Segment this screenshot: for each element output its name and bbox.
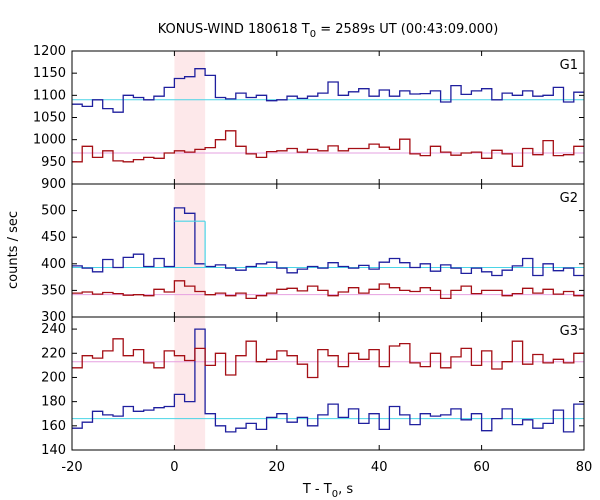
panel-g2-y-tick-label: 400	[41, 257, 66, 272]
panel-g3-y-tick-label: 180	[41, 395, 66, 410]
panel-g3-y-tick-label: 240	[41, 322, 66, 337]
panel-g1-y-tick-label: 1100	[33, 88, 66, 103]
x-tick-label: -20	[61, 460, 82, 475]
x-axis-label-main: T - T	[302, 482, 332, 497]
panel-g2-series-blue	[72, 207, 584, 277]
panel-g2-y-tick-label: 350	[41, 283, 66, 298]
panel-g1-y-tick-label: 900	[41, 177, 66, 192]
panel-g2-label: G2	[560, 191, 578, 206]
x-tick-label: 60	[473, 460, 490, 475]
chart-title: KONUS-WIND 180618 T0 = 2589s UT (00:43:0…	[158, 22, 499, 40]
panel-g1-y-tick-label: 1000	[33, 133, 66, 148]
panel-g1-series-red	[72, 130, 584, 167]
panel-g3-y-tick-label: 200	[41, 370, 66, 385]
y-axis-label: counts / sec	[6, 211, 21, 289]
panel-g1-series-blue	[72, 68, 584, 113]
trigger-highlight-band	[174, 51, 206, 450]
panel-g2-y-tick-label: 450	[41, 230, 66, 245]
panel-g1-frame	[71, 50, 585, 185]
panel-g3-series-blue	[72, 328, 584, 433]
x-axis-label-rest: , s	[338, 482, 353, 497]
chart-title-subscript: 0	[310, 29, 316, 40]
panel-g1-y-tick-label: 1050	[33, 111, 66, 126]
x-axis-label-subscript: 0	[332, 489, 338, 500]
panel-g2-frame	[71, 183, 585, 318]
panel-g3-y-tick-label: 140	[41, 443, 66, 458]
panel-g2-series-red	[72, 280, 584, 300]
chart-title-rest: = 2589s UT (00:43:09.000)	[316, 22, 498, 37]
x-tick-label: 80	[576, 460, 593, 475]
panel-g1-y-tick-label: 1150	[33, 66, 66, 81]
panel-g1-label: G1	[560, 58, 578, 73]
panel-g2-y-tick-label: 500	[41, 204, 66, 219]
panel-g1-y-tick-label: 950	[41, 155, 66, 170]
plot-area: 90095010001050110011501200G1300350400450…	[33, 44, 592, 475]
x-tick-label: 0	[170, 460, 178, 475]
x-axis-label: T - T0, s	[302, 482, 353, 500]
chart-title-main: KONUS-WIND 180618 T	[158, 22, 310, 37]
x-tick-label: 20	[269, 460, 286, 475]
panel-g3-frame	[71, 316, 585, 451]
panel-g2-y-tick-label: 300	[41, 310, 66, 325]
panel-g3-label: G3	[560, 324, 578, 339]
panel-g3-series-red	[72, 338, 584, 379]
panel-g3-y-tick-label: 220	[41, 346, 66, 361]
panel-g1-y-tick-label: 1200	[33, 44, 66, 59]
panel-g3-y-tick-label: 160	[41, 419, 66, 434]
x-tick-label: 40	[371, 460, 388, 475]
